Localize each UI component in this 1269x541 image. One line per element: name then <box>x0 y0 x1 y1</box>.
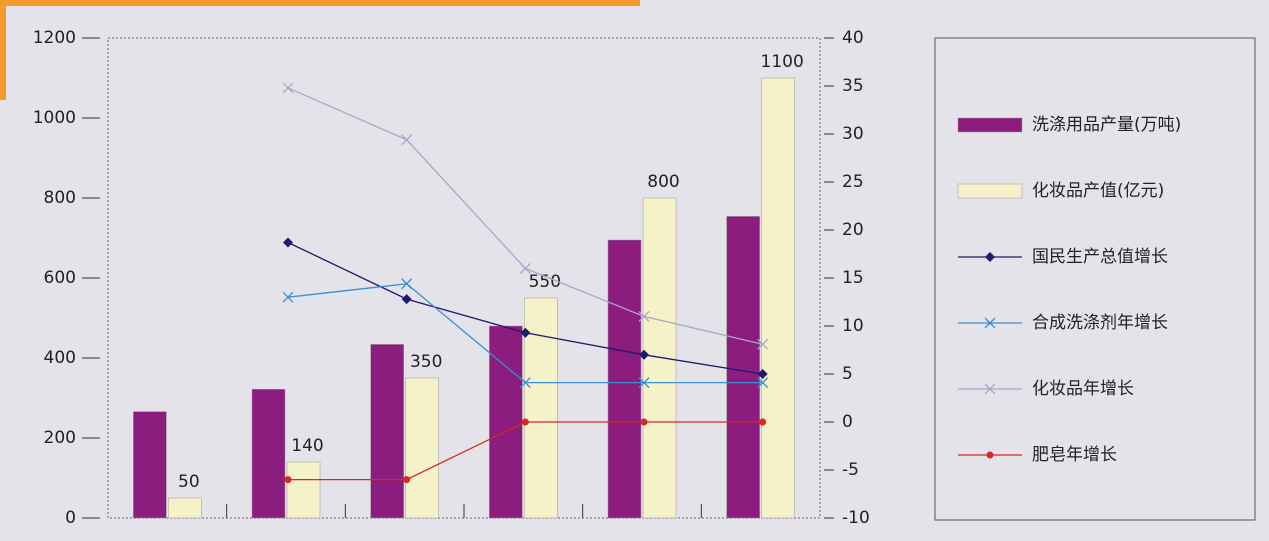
marker <box>757 369 768 379</box>
marker <box>519 377 531 389</box>
marker <box>984 383 996 395</box>
data-label: 550 <box>529 272 561 292</box>
y2-tick-label: 0 <box>842 412 853 432</box>
decor-strip <box>0 0 640 6</box>
marker <box>984 317 996 329</box>
y2-tick-label: 20 <box>842 220 864 240</box>
marker <box>757 338 769 350</box>
y-tick-label: 400 <box>44 348 76 368</box>
marker <box>401 278 413 290</box>
bar <box>168 497 202 519</box>
marker <box>283 237 293 248</box>
legend-swatch <box>957 117 1023 133</box>
y2-tick-label: 35 <box>842 76 864 96</box>
data-label: 1100 <box>761 52 804 72</box>
bar <box>489 325 523 519</box>
data-label: 140 <box>291 436 323 456</box>
plot-frame <box>107 37 821 519</box>
bar <box>133 411 167 519</box>
y2-tick-label: 40 <box>842 28 864 48</box>
y2-tick-label: 15 <box>842 268 864 288</box>
marker <box>520 327 531 338</box>
marker <box>521 418 529 426</box>
marker <box>401 294 412 305</box>
legend-label: 洗涤用品产量(万吨) <box>1032 115 1181 135</box>
y2-tick-label: -10 <box>842 508 870 528</box>
marker <box>282 291 294 303</box>
bar <box>370 344 404 519</box>
marker <box>282 82 294 94</box>
marker <box>519 262 531 274</box>
legend-frame <box>934 37 1256 521</box>
marker <box>403 476 411 484</box>
decor-strip <box>0 0 6 100</box>
marker <box>638 310 650 322</box>
marker <box>640 418 648 426</box>
y-tick-label: 1000 <box>33 108 76 128</box>
y-tick-label: 1200 <box>33 28 76 48</box>
y2-tick-label: 25 <box>842 172 864 192</box>
marker <box>985 252 995 262</box>
legend-label: 化妆品产值(亿元) <box>1032 181 1164 201</box>
y-tick-label: 800 <box>44 188 76 208</box>
marker <box>986 451 994 459</box>
y-tick-label: 0 <box>65 508 76 528</box>
marker <box>757 377 769 389</box>
y2-tick-label: 10 <box>842 316 864 336</box>
data-label: 350 <box>410 352 442 372</box>
data-label: 50 <box>178 472 200 492</box>
bar <box>251 388 286 519</box>
y2-tick-label: -5 <box>842 460 859 480</box>
y2-tick-label: 5 <box>842 364 853 384</box>
legend-label: 合成洗涤剂年增长 <box>1032 313 1168 333</box>
marker <box>284 476 292 484</box>
bar <box>642 197 677 519</box>
y-tick-label: 600 <box>44 268 76 288</box>
y-tick-label: 200 <box>44 428 76 448</box>
marker <box>759 418 767 426</box>
bar <box>286 461 321 519</box>
legend-label: 国民生产总值增长 <box>1032 247 1168 267</box>
bar <box>607 239 642 519</box>
marker <box>638 377 650 389</box>
marker <box>639 349 649 360</box>
bar <box>524 297 558 519</box>
legend-label: 肥皂年增长 <box>1032 445 1117 465</box>
legend-label: 化妆品年增长 <box>1032 379 1134 399</box>
legend-swatch <box>957 183 1023 199</box>
data-label: 800 <box>647 172 679 192</box>
bar <box>405 377 439 519</box>
marker <box>401 134 413 146</box>
bar <box>726 216 760 519</box>
y2-tick-label: 30 <box>842 124 864 144</box>
bar <box>761 77 795 519</box>
